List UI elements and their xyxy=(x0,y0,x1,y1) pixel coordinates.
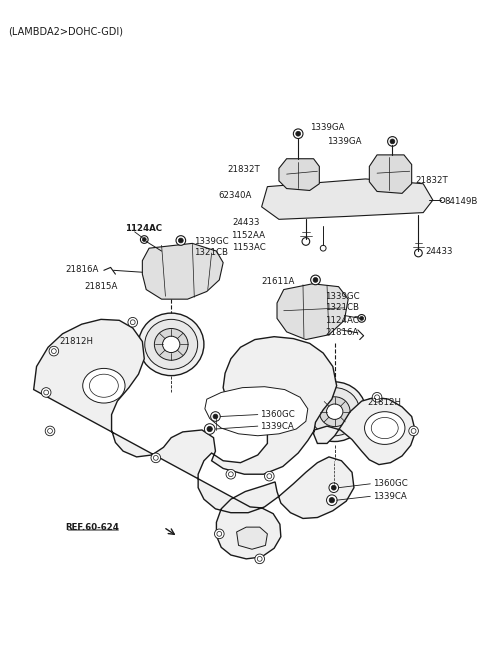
Circle shape xyxy=(360,317,363,321)
Circle shape xyxy=(228,472,233,476)
Text: 1124AC: 1124AC xyxy=(325,316,359,325)
Circle shape xyxy=(207,426,212,432)
Circle shape xyxy=(204,424,215,434)
Circle shape xyxy=(179,238,183,243)
Circle shape xyxy=(264,471,274,481)
Circle shape xyxy=(374,395,380,399)
Circle shape xyxy=(211,412,220,421)
Ellipse shape xyxy=(364,412,405,444)
Circle shape xyxy=(141,236,148,243)
Polygon shape xyxy=(262,179,433,219)
Ellipse shape xyxy=(303,382,366,442)
Circle shape xyxy=(176,236,186,245)
Polygon shape xyxy=(34,319,416,559)
Text: 1339GC: 1339GC xyxy=(325,292,360,301)
Ellipse shape xyxy=(319,397,350,426)
Text: 21816A: 21816A xyxy=(65,265,99,274)
Text: 1360GC: 1360GC xyxy=(260,410,294,419)
Ellipse shape xyxy=(371,417,398,439)
Circle shape xyxy=(329,483,338,493)
Ellipse shape xyxy=(83,369,125,403)
Circle shape xyxy=(390,139,395,144)
Circle shape xyxy=(49,346,59,356)
Circle shape xyxy=(151,453,161,463)
Text: 1124AC: 1124AC xyxy=(125,225,162,233)
Circle shape xyxy=(131,320,135,325)
Polygon shape xyxy=(369,155,412,193)
Circle shape xyxy=(293,129,303,139)
Ellipse shape xyxy=(145,319,198,369)
Text: 1153AC: 1153AC xyxy=(232,242,265,252)
Circle shape xyxy=(255,554,264,564)
Text: 1339GC: 1339GC xyxy=(194,237,229,246)
Circle shape xyxy=(388,137,397,147)
Circle shape xyxy=(213,414,218,419)
Text: 1321CB: 1321CB xyxy=(325,304,359,312)
Circle shape xyxy=(45,426,55,436)
Text: 21611A: 21611A xyxy=(262,277,295,286)
Circle shape xyxy=(411,428,416,434)
Circle shape xyxy=(329,497,335,503)
Circle shape xyxy=(51,349,56,353)
Circle shape xyxy=(415,249,422,257)
Polygon shape xyxy=(237,527,267,549)
Circle shape xyxy=(44,390,48,395)
Text: 24433: 24433 xyxy=(425,246,453,256)
Text: 84149B: 84149B xyxy=(444,196,478,206)
Circle shape xyxy=(440,198,445,202)
Circle shape xyxy=(215,529,224,539)
Circle shape xyxy=(128,317,138,327)
Ellipse shape xyxy=(163,336,180,353)
Polygon shape xyxy=(143,243,223,299)
Circle shape xyxy=(313,277,318,283)
Circle shape xyxy=(226,469,236,479)
Text: REF.60-624: REF.60-624 xyxy=(65,522,120,532)
Ellipse shape xyxy=(326,404,343,419)
Text: 1339GA: 1339GA xyxy=(327,137,361,146)
Ellipse shape xyxy=(89,374,118,397)
Text: 62340A: 62340A xyxy=(218,191,252,200)
Circle shape xyxy=(331,486,336,490)
Text: 21815A: 21815A xyxy=(84,282,118,291)
Circle shape xyxy=(217,532,222,536)
Circle shape xyxy=(311,275,320,284)
Text: 21832T: 21832T xyxy=(227,165,260,174)
Circle shape xyxy=(409,426,419,436)
Ellipse shape xyxy=(310,388,360,436)
Text: 1360GC: 1360GC xyxy=(373,480,408,488)
Circle shape xyxy=(143,238,146,242)
Ellipse shape xyxy=(155,328,188,360)
Text: 1339CA: 1339CA xyxy=(373,492,407,501)
Text: 1321CB: 1321CB xyxy=(194,248,228,258)
Polygon shape xyxy=(205,387,308,436)
Circle shape xyxy=(41,388,51,397)
Circle shape xyxy=(267,474,272,478)
Polygon shape xyxy=(277,284,348,340)
Text: 21816A: 21816A xyxy=(325,328,359,337)
Text: 1152AA: 1152AA xyxy=(231,231,265,240)
Circle shape xyxy=(302,238,310,245)
Circle shape xyxy=(296,131,300,136)
Circle shape xyxy=(358,315,365,322)
Circle shape xyxy=(48,428,52,434)
Text: (LAMBDA2>DOHC-GDI): (LAMBDA2>DOHC-GDI) xyxy=(8,26,123,36)
Text: 1339GA: 1339GA xyxy=(310,124,344,133)
Text: 21812H: 21812H xyxy=(367,397,401,407)
Ellipse shape xyxy=(139,313,204,376)
Circle shape xyxy=(320,245,326,251)
Circle shape xyxy=(257,556,262,561)
Circle shape xyxy=(372,392,382,402)
Circle shape xyxy=(326,495,337,505)
Polygon shape xyxy=(279,159,319,191)
Text: 24433: 24433 xyxy=(232,217,260,227)
Text: 1339CA: 1339CA xyxy=(260,422,293,430)
Circle shape xyxy=(154,455,158,461)
Text: 21812H: 21812H xyxy=(60,337,94,346)
Text: 21832T: 21832T xyxy=(416,176,448,185)
